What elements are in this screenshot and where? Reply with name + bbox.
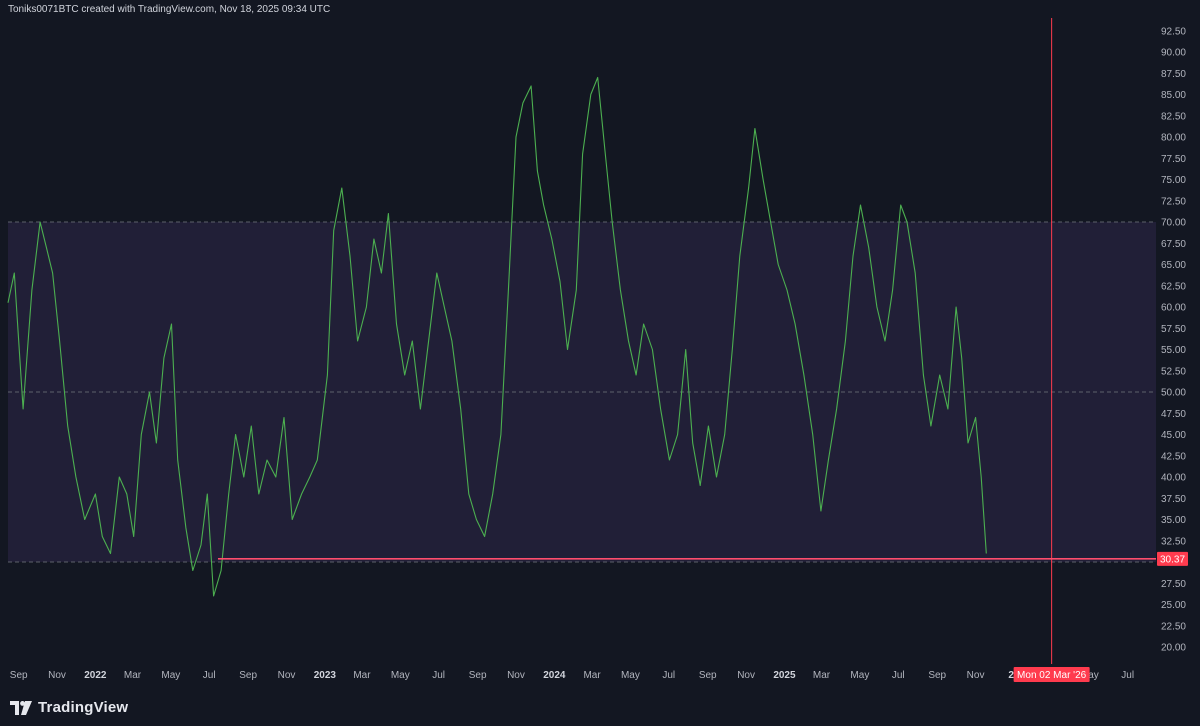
x-tick-label: May bbox=[161, 670, 180, 681]
last-value-badge bbox=[1157, 551, 1188, 566]
last-value-label: 30.37 bbox=[1160, 554, 1185, 565]
y-tick-label: 55.00 bbox=[1161, 345, 1186, 356]
y-tick-label: 77.50 bbox=[1161, 154, 1186, 165]
y-tick-label: 42.50 bbox=[1161, 451, 1186, 462]
x-tick-label: May bbox=[391, 670, 410, 681]
y-axis: 92.50 90.00 87.50 85.00 82.50 80.00 77.50 75.00… bbox=[1157, 26, 1188, 654]
x-tick-label: 2022 bbox=[84, 670, 107, 681]
y-tick-label: 62.50 bbox=[1161, 281, 1186, 292]
x-tick-label: Jul bbox=[892, 670, 905, 681]
x-tick-label: Jul bbox=[432, 670, 445, 681]
y-tick-label: 47.50 bbox=[1161, 409, 1186, 420]
x-tick-label: Sep bbox=[699, 670, 717, 681]
x-tick-label: Jul bbox=[203, 670, 216, 681]
y-tick-label: 20.00 bbox=[1161, 643, 1186, 654]
tradingview-logo-icon bbox=[10, 700, 32, 715]
x-tick-label: May bbox=[621, 670, 640, 681]
y-tick-label: 70.00 bbox=[1161, 218, 1186, 229]
y-tick-label: 40.00 bbox=[1161, 473, 1186, 484]
y-tick-label: 32.50 bbox=[1161, 536, 1186, 547]
x-tick-label: May bbox=[850, 670, 869, 681]
y-tick-label: 22.50 bbox=[1161, 621, 1186, 632]
y-tick-label: 25.00 bbox=[1161, 600, 1186, 611]
y-tick-label: 90.00 bbox=[1161, 48, 1186, 59]
chart-caption: Toniks0071BTC created with TradingView.c… bbox=[8, 4, 331, 15]
y-tick-label: 72.50 bbox=[1161, 196, 1186, 207]
x-tick-label: Mar bbox=[124, 670, 142, 681]
y-tick-label: 45.00 bbox=[1161, 430, 1186, 441]
x-tick-label: Mar bbox=[583, 670, 601, 681]
x-tick-label: Jul bbox=[662, 670, 675, 681]
x-tick-label: Jul bbox=[1121, 670, 1134, 681]
x-tick-label: Mar bbox=[813, 670, 831, 681]
x-tick-label: Sep bbox=[10, 670, 28, 681]
x-tick-label: Sep bbox=[928, 670, 946, 681]
y-tick-label: 50.00 bbox=[1161, 388, 1186, 399]
y-tick-label: 85.00 bbox=[1161, 90, 1186, 101]
y-tick-label: 92.50 bbox=[1161, 26, 1186, 37]
x-tick-label: 2023 bbox=[314, 670, 337, 681]
y-tick-label: 27.50 bbox=[1161, 579, 1186, 590]
crosshair-date-label: Mon 02 Mar '26 bbox=[1017, 670, 1087, 681]
rsi-series-line bbox=[7, 76, 987, 597]
y-tick-label: 87.50 bbox=[1161, 69, 1186, 80]
x-tick-label: Nov bbox=[48, 670, 66, 681]
series-layer bbox=[7, 76, 987, 597]
x-axis: Sep Nov 2022 Mar May Jul Sep Nov 2023 Mar May Jul Se… bbox=[10, 667, 1134, 682]
y-tick-label: 57.50 bbox=[1161, 324, 1186, 335]
reference-lines bbox=[8, 221, 1156, 563]
y-tick-label: 80.00 bbox=[1161, 133, 1186, 144]
tradingview-wordmark: TradingView bbox=[38, 699, 129, 716]
y-tick-label: 67.50 bbox=[1161, 239, 1186, 250]
x-tick-label: 2024 bbox=[543, 670, 566, 681]
x-tick-label: 2025 bbox=[773, 670, 796, 681]
y-tick-label: 75.00 bbox=[1161, 175, 1186, 186]
crosshair-date-badge bbox=[1013, 667, 1090, 682]
x-tick-label: Nov bbox=[278, 670, 296, 681]
tradingview-logo: TradingView bbox=[10, 699, 128, 716]
y-tick-label: 37.50 bbox=[1161, 494, 1186, 505]
x-tick-label: Nov bbox=[737, 670, 755, 681]
y-tick-label: 52.50 bbox=[1161, 366, 1186, 377]
y-tick-label: 35.00 bbox=[1161, 515, 1186, 526]
y-tick-label: 82.50 bbox=[1161, 111, 1186, 122]
y-tick-label: 65.00 bbox=[1161, 260, 1186, 271]
y-tick-label: 60.00 bbox=[1161, 303, 1186, 314]
x-tick-label: Sep bbox=[239, 670, 257, 681]
x-tick-label: Nov bbox=[507, 670, 525, 681]
x-tick-label: Mar bbox=[353, 670, 371, 681]
x-tick-label: Nov bbox=[967, 670, 985, 681]
x-tick-label: Sep bbox=[469, 670, 487, 681]
